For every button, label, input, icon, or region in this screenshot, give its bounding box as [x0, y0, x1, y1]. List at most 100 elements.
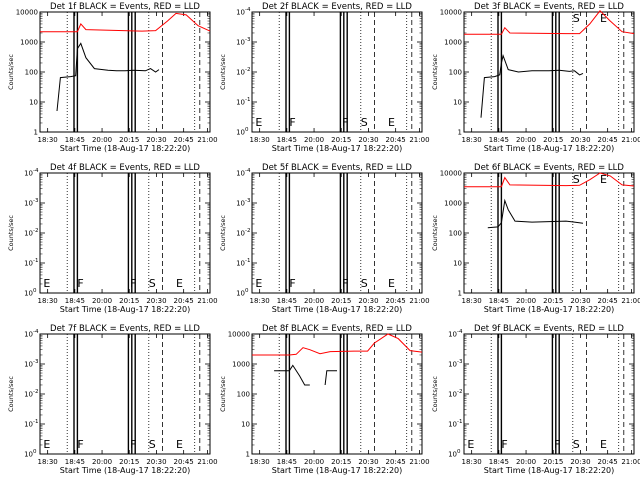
y-tick-exponent: -4: [245, 168, 251, 174]
y-tick-exponent: -2: [33, 228, 38, 234]
y-tick-exponent: -1: [33, 258, 38, 264]
y-tick-exponent: -1: [245, 97, 250, 103]
y-tick-label: 10: [24, 451, 33, 459]
x-tick-label: 20:30: [358, 458, 378, 466]
detector-panel-6: Det 6f BLACK = Events, RED = LLD 1 10 100 10…: [431, 163, 640, 314]
y-tick-label: 10: [448, 451, 457, 459]
y-tick-exponent: -2: [33, 389, 38, 395]
y-axis-label: Counts/sec: [431, 215, 439, 251]
plot-frame: [39, 172, 211, 294]
y-tick-label: 10: [236, 129, 245, 137]
x-tick-label: 21:00: [197, 297, 217, 305]
x-tick-label: 18:30: [462, 458, 482, 466]
y-tick-label: 10: [236, 170, 245, 178]
y-tick-label: 1: [458, 129, 462, 137]
y-tick-label: 10: [448, 421, 457, 429]
x-tick-label: 18:30: [250, 458, 270, 466]
x-tick-label: 20:45: [598, 458, 618, 466]
panel-title: Det 6f BLACK = Events, RED = LLD: [474, 163, 624, 173]
x-tick-label: 21:00: [409, 136, 429, 144]
plot-frame: [39, 11, 211, 133]
plot-frame: [463, 333, 635, 455]
y-tick-label: 10: [236, 230, 245, 238]
x-tick-label: 20:45: [386, 297, 406, 305]
x-tick-label: 20:15: [543, 136, 563, 144]
y-tick-label: 10: [24, 391, 33, 399]
y-tick-exponent: -3: [33, 359, 39, 365]
y-axis-label: Counts/sec: [7, 54, 15, 90]
y-tick-exponent: 0: [245, 127, 249, 133]
x-tick-label: 20:00: [304, 136, 324, 144]
x-tick-label: 21:00: [197, 458, 217, 466]
y-tick-label: 10: [241, 421, 250, 429]
event-marker-label: E: [255, 116, 262, 129]
series-line-events: [56, 42, 160, 112]
x-tick-label: 20:15: [119, 458, 139, 466]
y-tick-label: 10: [24, 170, 33, 178]
event-marker-label: S: [149, 277, 156, 290]
event-marker-label: S: [361, 277, 368, 290]
x-tick-label: 20:00: [516, 136, 536, 144]
y-tick-label: 10: [29, 99, 38, 107]
panel-title: Det 2f BLACK = Events, RED = LLD: [262, 2, 412, 12]
plot-frame: [251, 11, 423, 133]
y-tick-label: 100: [25, 69, 38, 77]
event-marker-label: E: [43, 438, 50, 451]
x-tick-label: 18:45: [277, 297, 297, 305]
event-marker-label: E: [255, 277, 262, 290]
x-tick-label: 20:00: [92, 297, 112, 305]
y-tick-exponent: 0: [33, 288, 37, 294]
y-tick-label: 1: [458, 290, 462, 298]
event-marker-label: F: [501, 438, 507, 451]
x-tick-label: 20:15: [543, 297, 563, 305]
x-tick-label: 20:45: [598, 297, 618, 305]
y-tick-label: 10000: [440, 170, 462, 178]
x-tick-label: 18:30: [462, 297, 482, 305]
y-axis-label: Counts/sec: [219, 376, 227, 412]
x-tick-label: 20:30: [358, 297, 378, 305]
x-tick-label: 20:15: [331, 136, 351, 144]
event-marker-label: E: [388, 116, 395, 129]
y-tick-label: 10: [448, 361, 457, 369]
y-tick-exponent: -1: [33, 419, 38, 425]
series-line-lld: [252, 333, 423, 356]
x-tick-label: 18:45: [65, 297, 85, 305]
x-axis-label: Start Time (18-Aug-17 18:22:20): [484, 305, 615, 314]
panel-title: Det 8f BLACK = Events, RED = LLD: [262, 324, 412, 334]
x-tick-label: 18:30: [38, 297, 58, 305]
y-tick-label: 10000: [228, 331, 250, 339]
x-tick-label: 21:00: [621, 297, 640, 305]
event-marker-label: F: [554, 438, 560, 451]
event-marker-label: F: [342, 277, 348, 290]
y-axis-label: Counts/sec: [7, 215, 15, 251]
panel-title: Det 3f BLACK = Events, RED = LLD: [474, 2, 624, 12]
y-tick-label: 10: [24, 331, 33, 339]
y-tick-label: 100: [449, 230, 462, 238]
x-axis-label: Start Time (18-Aug-17 18:22:20): [60, 466, 191, 475]
y-tick-label: 10: [448, 391, 457, 399]
panel-title: Det 9f BLACK = Events, RED = LLD: [474, 324, 624, 334]
y-tick-exponent: -3: [245, 37, 251, 43]
x-tick-label: 20:00: [304, 297, 324, 305]
y-tick-label: 10: [236, 260, 245, 268]
y-tick-exponent: -2: [245, 228, 250, 234]
series-line-events: [324, 370, 337, 386]
y-tick-label: 10: [453, 99, 462, 107]
detector-panel-3: Det 3f BLACK = Events, RED = LLD 1 10 100 10…: [431, 2, 640, 153]
y-tick-label: 10: [24, 421, 33, 429]
y-tick-exponent: -4: [33, 329, 39, 335]
x-tick-label: 20:30: [570, 136, 590, 144]
x-tick-label: 20:30: [570, 297, 590, 305]
x-tick-label: 20:00: [516, 297, 536, 305]
x-axis-label: Start Time (18-Aug-17 18:22:20): [272, 305, 403, 314]
y-tick-label: 10: [236, 69, 245, 77]
x-tick-label: 18:45: [489, 297, 509, 305]
x-tick-label: 20:15: [331, 458, 351, 466]
x-tick-label: 21:00: [621, 136, 640, 144]
event-marker-label: S: [573, 173, 580, 186]
event-marker-label: E: [176, 438, 183, 451]
y-tick-label: 100: [237, 391, 250, 399]
